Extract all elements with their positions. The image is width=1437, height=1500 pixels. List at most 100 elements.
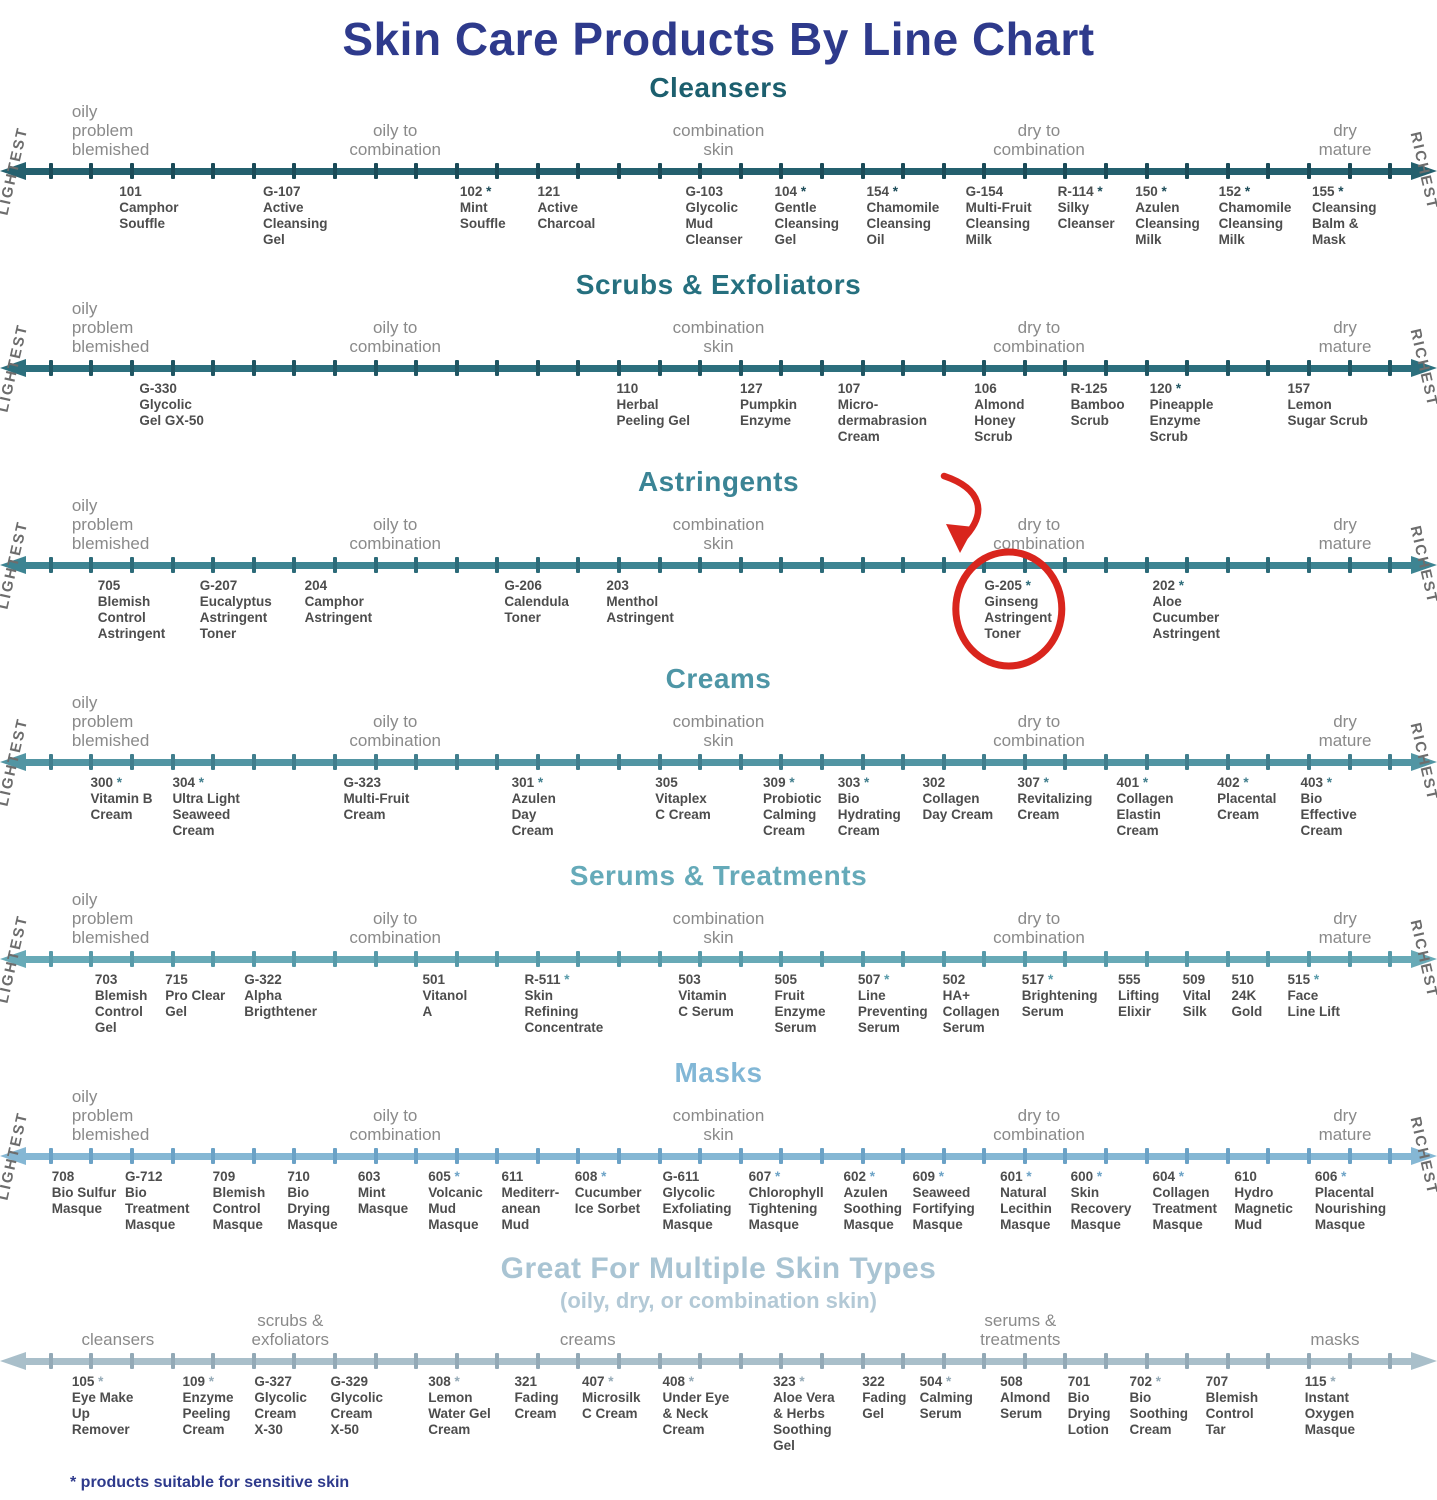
tick-mark <box>819 557 824 573</box>
tick-mark <box>1063 557 1068 573</box>
skin-type-label-dry-mature: dry mature <box>1318 120 1372 159</box>
tick-mark <box>819 1148 824 1164</box>
tick-mark <box>941 163 946 179</box>
tick-mark <box>1266 163 1271 179</box>
product-name: Lemon Sugar Scrub <box>1287 396 1368 428</box>
red-arrowhead-icon <box>946 524 974 553</box>
tick-mark <box>1266 360 1271 376</box>
product-r-114: R-114 * Silky Cleanser <box>1058 184 1115 232</box>
tick-mark <box>211 163 216 179</box>
product-701: 701 Bio Drying Lotion <box>1068 1374 1111 1438</box>
section-creams: Creams oily problem blemished oily to comb… <box>0 657 1437 854</box>
product-id: G-107 <box>262 184 301 199</box>
tick-mark <box>535 360 540 376</box>
product-408: 408 * Under Eye & Neck Cream <box>662 1374 729 1438</box>
tick-mark <box>576 754 581 770</box>
product-name: Aloe Cucumber Astringent <box>1152 593 1220 641</box>
section-header-serums-treatments: Serums & Treatments <box>569 860 868 891</box>
product-715: 715 Pro Clear Gel <box>165 972 225 1020</box>
skin-type-label-dry-to-combination: dry to combination <box>993 317 1085 356</box>
tick-mark <box>982 1353 987 1369</box>
product-number: 708 <box>52 1169 117 1185</box>
tick-mark <box>332 163 337 179</box>
axis-bar <box>17 364 1420 372</box>
product-id: 105 <box>71 1374 95 1389</box>
product-number: 710 <box>287 1169 337 1185</box>
product-number: 603 <box>358 1169 408 1185</box>
product-id: G-712 <box>125 1169 163 1184</box>
product-name: Skin Recovery Masque <box>1070 1184 1132 1232</box>
product-number: 309 * <box>763 775 822 791</box>
tick-mark <box>170 360 175 376</box>
product-name: Blemish Control Astringent <box>97 593 166 641</box>
product-id: 301 <box>511 775 535 790</box>
product-id: 502 <box>942 972 966 987</box>
product-name: Bio Treatment Masque <box>125 1184 190 1232</box>
product-id: 204 <box>304 578 328 593</box>
product-name: Mediterr- anean Mud <box>501 1184 560 1232</box>
tick-mark <box>292 163 297 179</box>
skin-type-label-dry-to-combination: dry to combination <box>993 908 1085 947</box>
product-id: G-329 <box>330 1374 369 1389</box>
sensitive-star: * <box>785 775 795 790</box>
tick-mark <box>251 951 256 967</box>
product-id: G-103 <box>685 184 723 199</box>
section-header-astringents: Astringents <box>637 466 800 497</box>
skin-type-label-oily-problem-blemished: oily problem blemished <box>71 1086 150 1144</box>
tick-mark <box>495 557 500 573</box>
tick-mark <box>535 1148 540 1164</box>
right-arrowhead-icon <box>1411 162 1437 180</box>
tick-mark <box>414 1148 419 1164</box>
product-id: G-327 <box>254 1374 292 1389</box>
product-name: Vital Silk <box>1182 987 1211 1019</box>
sensitive-star: * <box>1323 775 1333 790</box>
product-203: 203 Menthol Astringent <box>606 578 674 626</box>
product-name: Fruit Enzyme Serum <box>774 987 826 1035</box>
skin-type-label-scrubs-exfoliators: scrubs & exfoliators <box>251 1310 330 1349</box>
tick-mark <box>292 754 297 770</box>
product-id: 501 <box>422 972 445 987</box>
tick-mark <box>1185 360 1190 376</box>
product-601: 601 * Natural Lecithin Masque <box>1000 1169 1052 1233</box>
product-number: 610 <box>1234 1169 1293 1185</box>
product-number: G-327 <box>254 1374 307 1390</box>
tick-mark <box>1306 754 1311 770</box>
product-name: Glycolic Cream X-30 <box>254 1389 307 1437</box>
product-id: 322 <box>862 1374 885 1389</box>
product-number: 608 * <box>575 1169 642 1185</box>
tick-mark <box>1104 163 1109 179</box>
tick-mark <box>941 1148 946 1164</box>
skin-care-line-chart: Cleansers oily problem blemished oily to c… <box>0 66 1437 1456</box>
product-name: Bamboo Scrub <box>1070 396 1125 428</box>
axis-bar <box>17 167 1420 175</box>
tick-mark <box>292 1353 297 1369</box>
tick-mark <box>1388 1148 1393 1164</box>
product-number: G-107 <box>263 184 328 200</box>
tick-mark <box>819 1353 824 1369</box>
product-number: 305 <box>655 775 711 791</box>
sensitive-star: * <box>1239 775 1249 790</box>
product-number: 600 * <box>1071 1169 1132 1185</box>
tick-mark <box>1063 754 1068 770</box>
tick-mark <box>941 951 946 967</box>
skin-type-label-oily-to-combination: oily to combination <box>349 908 442 947</box>
tick-mark <box>1185 557 1190 573</box>
tick-mark <box>130 360 135 376</box>
left-arrowhead-icon <box>0 556 26 574</box>
product-name: Pro Clear Gel <box>165 987 226 1019</box>
tick-mark <box>251 1353 256 1369</box>
tick-mark <box>89 754 94 770</box>
product-number: G-712 <box>125 1169 190 1185</box>
section-astringents: Astringents oily problem blemished oily to… <box>0 460 1437 670</box>
product-number: 106 <box>974 381 1024 397</box>
product-name: Calendula Toner <box>504 593 569 625</box>
product-id: 110 <box>616 381 639 396</box>
product-id: G-323 <box>343 775 381 790</box>
tick-mark <box>860 360 865 376</box>
product-610: 610 Hydro Magnetic Mud <box>1234 1169 1293 1233</box>
product-301: 301 * Azulen Day Cream <box>512 775 556 839</box>
tick-mark <box>819 163 824 179</box>
product-106: 106 Almond Honey Scrub <box>974 381 1024 445</box>
product-407: 407 * Microsilk C Cream <box>582 1374 641 1422</box>
product-number: 408 * <box>662 1374 729 1390</box>
